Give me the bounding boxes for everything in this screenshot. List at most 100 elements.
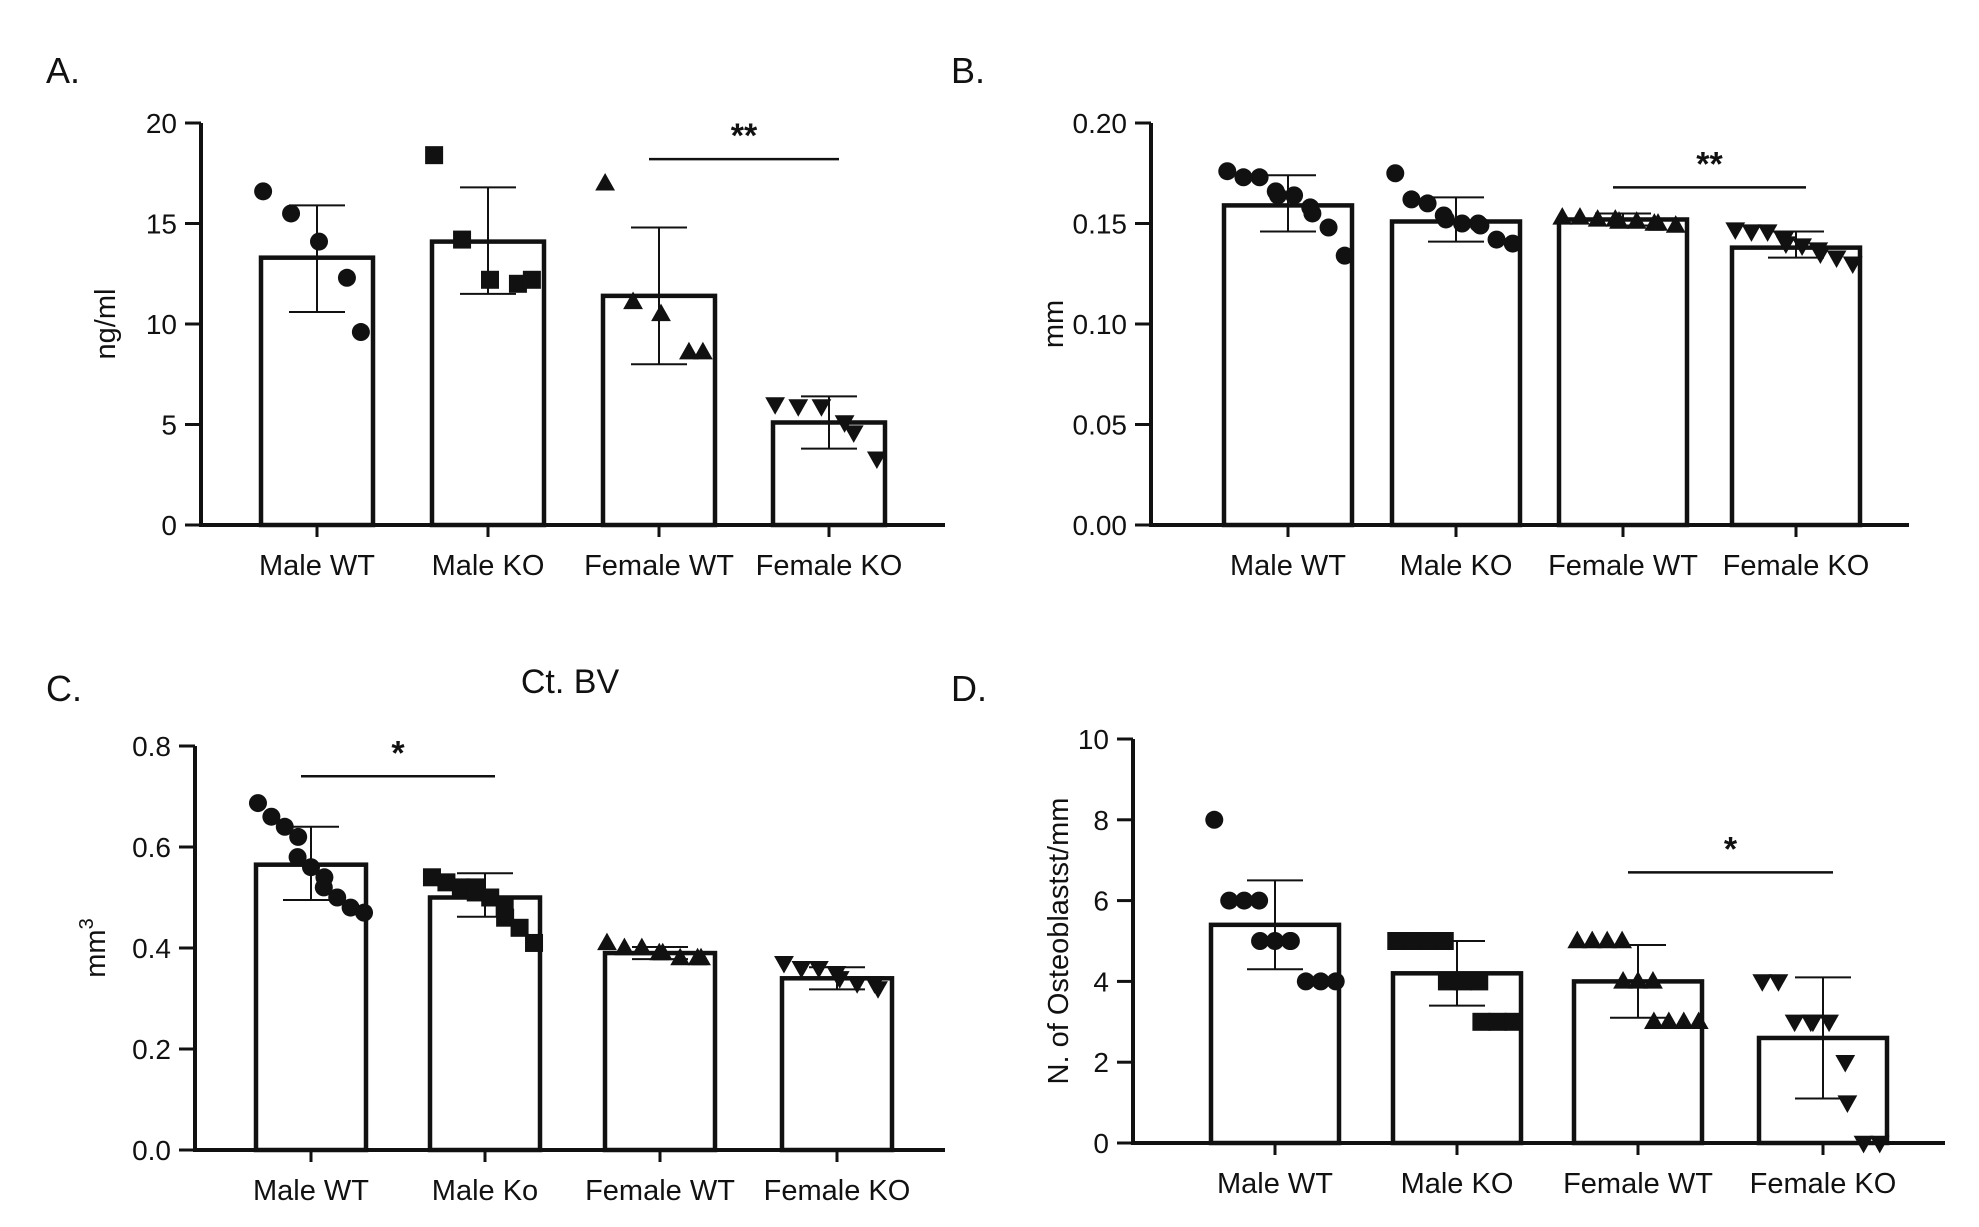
data-point [595,172,616,191]
x-tick-label: Female KO [756,550,903,582]
data-point [1741,224,1762,242]
panel-label-a: A. [46,50,81,91]
data-point [481,888,500,907]
data-point [1768,974,1789,992]
data-point [1296,972,1315,991]
data-point [1470,972,1489,991]
data-point [1419,932,1438,950]
data-point [1803,1014,1823,1033]
data-point [597,932,617,951]
x-tick-label: Male KO [1400,550,1513,582]
y-tick-label: 4 [1093,966,1109,997]
y-tick-label: 15 [146,209,177,240]
data-point [614,937,635,956]
y-tick-label: 0.0 [132,1135,171,1166]
data-point [1643,971,1663,989]
data-point [1326,972,1345,991]
x-tick-label: Male WT [253,1175,369,1207]
data-point [1250,891,1269,910]
data-point [1488,1012,1507,1031]
data-point [1826,250,1847,269]
data-point [1504,1012,1523,1031]
data-point [522,270,541,289]
data-point [1266,932,1284,950]
data-point [1835,1055,1856,1073]
data-point [1220,891,1239,910]
y-tick-label: 0.2 [132,1034,171,1065]
data-point [631,937,652,956]
data-point [422,868,441,887]
data-point [1472,1012,1491,1031]
data-point [282,204,301,223]
data-point [691,947,711,966]
x-tick-label: Female KO [1723,550,1870,582]
data-point [1285,186,1304,205]
y-tick-label: 0.05 [1073,410,1128,441]
data-point [670,947,691,966]
data-point [508,274,527,293]
data-point [1613,971,1633,989]
data-point [1648,213,1668,231]
data-point [1628,971,1648,989]
data-point [1436,210,1455,229]
data-point [843,425,864,443]
data-point [1552,207,1573,225]
data-point [1819,1014,1839,1033]
data-point [1435,932,1454,950]
x-tick-label: Male WT [1230,550,1346,582]
data-point [1784,1014,1805,1033]
data-point [1454,972,1473,991]
data-point [328,888,347,907]
data-point [466,883,485,902]
data-point [1643,1011,1664,1029]
data-point [811,399,832,417]
data-point [248,794,267,813]
x-tick-label: Male WT [259,550,375,582]
data-point [692,341,713,360]
x-tick-label: Male KO [1401,1168,1514,1200]
data-point [1626,211,1647,229]
y-axis-label: mm [1038,300,1070,348]
y-tick-label: 0.20 [1073,108,1128,139]
y-tick-label: 6 [1093,886,1109,917]
y-tick-label: 2 [1093,1047,1109,1078]
bar [1729,245,1863,528]
x-tick-label: Female KO [764,1175,911,1207]
significance-label: * [391,734,405,772]
data-point [829,971,850,989]
y-tick-label: 20 [146,108,177,139]
x-tick-label: Female WT [584,550,734,582]
panel-label-b: B. [951,50,986,91]
data-point [1597,930,1618,949]
data-point [765,397,786,415]
data-point [1810,246,1831,264]
x-tick-label: Female WT [585,1175,735,1207]
data-point [1311,972,1330,991]
data-point [1437,972,1456,991]
data-point [289,827,308,846]
x-tick-label: Female WT [1548,550,1698,582]
data-point [425,146,444,165]
x-tick-label: Male KO [432,550,545,582]
data-point [310,232,328,251]
data-point [1471,216,1490,235]
data-point [679,341,699,360]
y-tick-label: 0.00 [1073,510,1128,541]
data-point [808,961,829,979]
data-point [866,451,887,470]
data-point [1609,211,1629,229]
data-point [314,878,333,897]
y-axis-label: N. of Osteoblastst/mm [1043,798,1075,1085]
bar [427,895,543,1153]
y-tick-label: 0.15 [1073,209,1128,240]
x-tick-label: Male Ko [432,1175,538,1207]
y-tick-label: 0 [161,510,177,541]
data-point [791,961,812,979]
significance-label: ** [731,117,758,155]
data-point [355,903,374,922]
data-point [1319,218,1338,237]
data-point [1234,168,1253,187]
data-point [1403,932,1422,950]
y-tick-label: 0.10 [1073,309,1128,340]
